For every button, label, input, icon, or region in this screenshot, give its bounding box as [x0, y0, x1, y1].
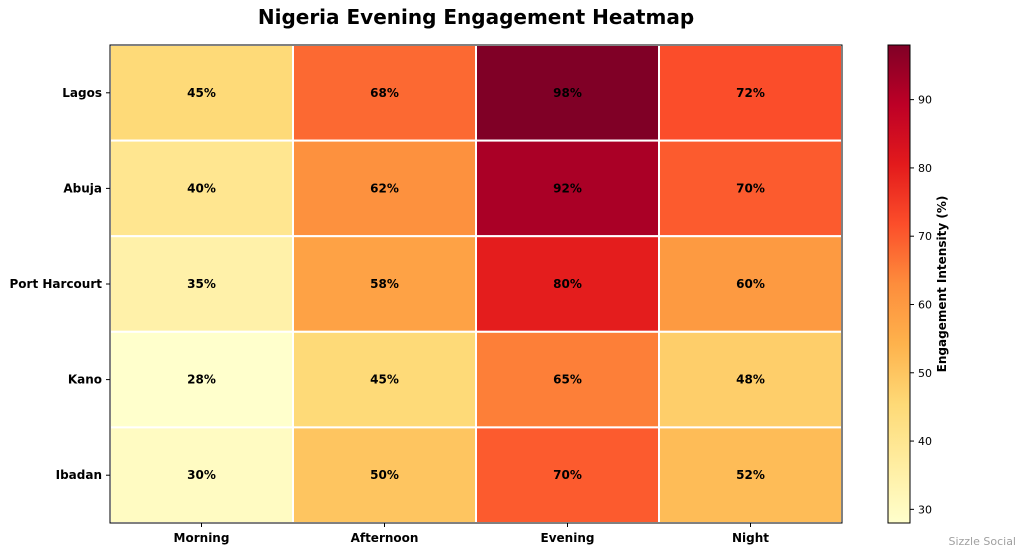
cell-value-label: 65% — [553, 373, 582, 387]
cell-value-label: 28% — [187, 373, 216, 387]
x-tick-label: Morning — [174, 531, 230, 545]
heatmap-cell — [658, 426, 843, 524]
heatmap-cell — [475, 426, 660, 524]
colorbar-tick-label: 90 — [918, 94, 932, 107]
heatmap-cells: 45% 68% 98% 72% 40% 62% 92% 70% 35% 58% 80% 60% 28% 4… — [109, 44, 843, 524]
chart-title: Nigeria Evening Engagement Heatmap — [258, 5, 694, 29]
cell-value-label: 35% — [187, 277, 216, 291]
x-tick-label: Evening — [541, 531, 595, 545]
y-tick-label: Ibadan — [56, 468, 102, 482]
cell-value-label: 68% — [370, 86, 399, 100]
x-tick-label: Afternoon — [351, 531, 419, 545]
x-tick-label: Night — [732, 531, 769, 545]
cell-value-label: 30% — [187, 468, 216, 482]
colorbar-label: Engagement Intensity (%) — [935, 196, 949, 373]
cell-value-label: 98% — [553, 86, 582, 100]
heatmap-cell — [658, 330, 843, 429]
colorbar-tick-label: 60 — [918, 298, 932, 311]
colorbar-tick-label: 70 — [918, 230, 932, 243]
cell-value-label: 92% — [553, 181, 582, 195]
heatmap-cell — [292, 139, 477, 238]
heatmap-cell — [292, 426, 477, 524]
colorbar-axis: 30 40 50 60 70 80 90 — [910, 94, 932, 516]
cell-value-label: 45% — [370, 373, 399, 387]
heatmap-cell — [292, 235, 477, 333]
cell-value-label: 40% — [187, 181, 216, 195]
colorbar — [887, 44, 911, 524]
cell-value-label: 60% — [736, 277, 765, 291]
heatmap-cell — [658, 235, 843, 333]
y-axis: Lagos Abuja Port Harcourt Kano Ibadan — [10, 86, 110, 482]
cell-value-label: 45% — [187, 86, 216, 100]
watermark: Sizzle Social — [948, 535, 1016, 548]
heatmap-cell — [658, 44, 843, 142]
y-tick-label: Port Harcourt — [10, 277, 103, 291]
y-tick-label: Kano — [68, 373, 102, 387]
cell-value-label: 58% — [370, 277, 399, 291]
cell-value-label: 50% — [370, 468, 399, 482]
x-axis: Morning Afternoon Evening Night — [174, 523, 769, 545]
heatmap-cell — [292, 330, 477, 429]
cell-value-label: 48% — [736, 373, 765, 387]
colorbar-tick-label: 80 — [918, 162, 932, 175]
y-tick-label: Abuja — [63, 181, 102, 195]
colorbar-tick-label: 30 — [918, 503, 932, 516]
cell-value-label: 70% — [736, 181, 765, 195]
cell-value-label: 70% — [553, 468, 582, 482]
cell-value-label: 62% — [370, 181, 399, 195]
colorbar-tick-label: 40 — [918, 435, 932, 448]
cell-value-label: 72% — [736, 86, 765, 100]
heatmap-cell — [292, 44, 477, 142]
cell-value-label: 80% — [553, 277, 582, 291]
heatmap-cell — [109, 44, 294, 142]
colorbar-tick-label: 50 — [918, 367, 932, 380]
y-tick-label: Lagos — [62, 86, 102, 100]
heatmap-cell — [658, 139, 843, 238]
cell-value-label: 52% — [736, 468, 765, 482]
